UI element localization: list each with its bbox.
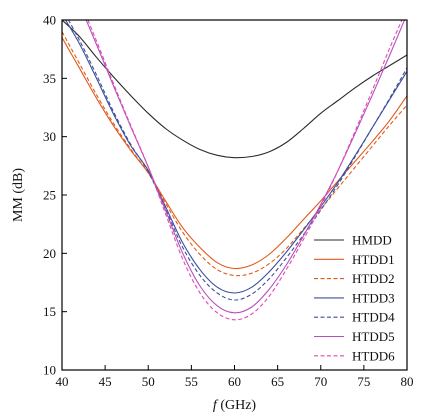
x-tick-label: 70 — [314, 374, 327, 389]
y-tick-label: 10 — [43, 363, 56, 378]
x-tick-label: 60 — [228, 374, 241, 389]
y-tick-label: 40 — [43, 13, 56, 28]
series-line-htdd3 — [64, 20, 407, 294]
legend-label-htdd4: HTDD4 — [352, 310, 395, 325]
x-tick-label: 50 — [142, 374, 155, 389]
legend-label-htdd2: HTDD2 — [352, 271, 395, 286]
x-tick-label: 45 — [99, 374, 112, 389]
y-tick-label: 30 — [43, 129, 56, 144]
y-tick-label: 15 — [43, 304, 56, 319]
x-axis-title: f (GHz) — [213, 398, 256, 413]
x-tick-label: 75 — [357, 374, 370, 389]
x-tick-label: 65 — [271, 374, 284, 389]
x-axis-title-var: f — [213, 398, 219, 413]
legend: HMDD HTDD1 HTDD2 HTDD3 HTDD4 HTDD5 HTDD6 — [314, 233, 395, 363]
x-axis-title-unit: (GHz) — [217, 398, 257, 413]
series-line-htdd2 — [62, 31, 407, 277]
y-axis-title: MM (dB) — [11, 168, 26, 222]
legend-label-htdd5: HTDD5 — [352, 329, 395, 344]
axes-ticks: 40 45 50 55 60 65 70 75 80 10 15 20 25 30 35 40 — [43, 13, 414, 390]
legend-label-htdd3: HTDD3 — [352, 290, 395, 305]
series-line-hmdd — [62, 20, 407, 159]
y-tick-label: 25 — [43, 188, 56, 203]
y-tick-label: 35 — [43, 71, 56, 86]
legend-label-htdd1: HTDD1 — [352, 252, 395, 267]
x-tick-label: 55 — [185, 374, 198, 389]
x-tick-label: 80 — [401, 374, 414, 389]
legend-label-hmdd: HMDD — [352, 233, 392, 248]
x-tick-label: 40 — [56, 374, 69, 389]
y-tick-label: 20 — [43, 246, 56, 261]
series-line-htdd1 — [62, 37, 407, 270]
series-line-htdd5 — [85, 20, 406, 314]
plot-lines — [62, 20, 407, 321]
series-line-htdd6 — [87, 20, 403, 321]
series-line-htdd4 — [67, 20, 407, 301]
legend-label-htdd6: HTDD6 — [352, 348, 395, 363]
